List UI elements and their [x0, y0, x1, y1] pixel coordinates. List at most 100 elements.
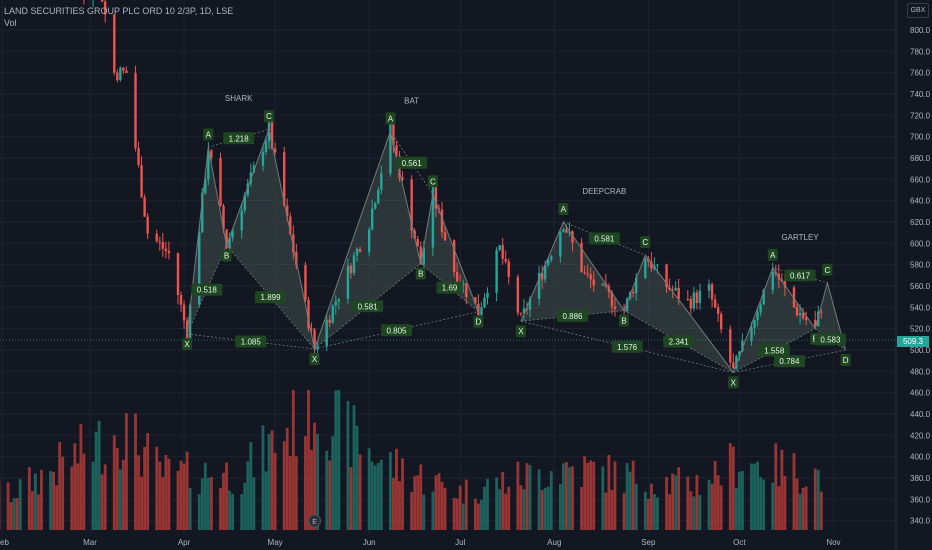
candle-body: [261, 152, 265, 166]
volume-bar: [434, 475, 438, 530]
pattern-point-label: A: [388, 114, 394, 123]
volume-bar: [334, 390, 338, 530]
volume-bar: [516, 461, 520, 530]
pattern-point-label: C: [266, 112, 272, 121]
pattern-point-marker: [385, 112, 396, 125]
volume-label[interactable]: Vol: [4, 18, 17, 28]
pattern-ratio-box: [255, 291, 287, 304]
volume-bar: [155, 446, 159, 530]
volume-bar: [15, 498, 19, 530]
candle-body: [571, 231, 574, 243]
pattern-point-label: X: [312, 355, 318, 364]
price-axis[interactable]: 800.0 780.0 760.0 740.0 720.0 700.0 680.0 660.0…: [910, 26, 931, 526]
candle-body: [264, 141, 268, 153]
candle-body: [601, 283, 605, 286]
volume-bar: [349, 467, 353, 530]
volume-bar: [455, 498, 459, 530]
pattern-ratio-box: [380, 324, 412, 337]
volume-bar: [307, 390, 310, 530]
price-tick-label: 740.0: [910, 90, 931, 99]
price-tick-label: 440.0: [910, 410, 931, 419]
candle-body: [201, 192, 204, 233]
volume-bar: [628, 471, 632, 530]
candle-body: [273, 148, 277, 153]
symbol-title[interactable]: LAND SECURITIES GROUP PLC ORD 10 2/3P, 1…: [4, 6, 234, 16]
earnings-events[interactable]: E: [308, 514, 322, 528]
price-tick-label: 640.0: [910, 197, 931, 206]
candle-body: [792, 287, 796, 307]
volume-bar: [419, 464, 423, 530]
pattern-ratio-label: 0.886: [562, 312, 583, 321]
volume-bar: [161, 477, 165, 530]
volume-bar: [646, 498, 650, 530]
volume-bar: [458, 485, 462, 530]
candle-body: [134, 73, 137, 149]
volume-bar: [219, 488, 222, 530]
pattern-ratio-box: [235, 335, 267, 348]
volume-bar: [18, 479, 22, 530]
candle-body: [219, 158, 222, 207]
volume-bar: [750, 463, 753, 530]
volume-bar: [461, 503, 465, 530]
candle-body: [334, 301, 337, 306]
volume-bar: [200, 478, 204, 530]
volume-bar: [728, 443, 732, 530]
volume-bar: [325, 450, 329, 530]
volume-bar: [282, 441, 286, 530]
pattern-point-label: X: [731, 378, 737, 387]
candle-body: [537, 272, 541, 299]
candle-body: [143, 197, 146, 217]
pattern-point-marker: [728, 376, 739, 389]
volume-bar: [713, 460, 717, 530]
candle-body: [677, 287, 680, 299]
earnings-event-marker[interactable]: [308, 514, 322, 528]
candle-body: [310, 328, 313, 330]
pattern-ratio-box: [396, 156, 428, 169]
candle-body: [410, 179, 413, 231]
volume-bar: [115, 448, 119, 530]
volume-bar: [79, 424, 83, 530]
candle-body: [434, 186, 438, 209]
volume-bar: [401, 458, 404, 530]
time-tick-label: Nov: [826, 538, 840, 547]
candle-body: [346, 265, 350, 299]
price-tick-label: 620.0: [910, 218, 931, 227]
candle-body: [525, 308, 529, 310]
volume-bar: [331, 436, 335, 530]
candle-body: [228, 237, 231, 249]
candle-body: [762, 289, 765, 305]
time-tick-label: Feb: [0, 538, 9, 547]
volume-bar: [252, 477, 256, 530]
volume-bar: [182, 463, 186, 530]
pattern-labels: X A B C D 1.218 0.518 1.899 1.085 SHARK X A B C D 0.561…: [182, 94, 851, 389]
pattern-ratio-box: [758, 344, 790, 357]
candle-body: [283, 152, 286, 206]
volume-bar: [91, 461, 95, 530]
volume-bar: [304, 436, 307, 530]
pattern-ratio-box: [352, 300, 384, 313]
pattern-ratio-box: [663, 335, 695, 348]
candle-body: [516, 276, 520, 313]
pattern-ratio-box: [814, 333, 846, 346]
volume-bar: [762, 479, 766, 530]
candle-body: [413, 230, 416, 239]
volume-bar: [94, 431, 98, 530]
candle-body: [231, 230, 234, 238]
candle-body: [113, 14, 116, 73]
candle-body: [635, 277, 638, 294]
candle-body: [650, 261, 653, 269]
volume-bar: [225, 462, 228, 530]
candle-body: [671, 289, 674, 291]
volume-bar: [164, 455, 168, 530]
currency-unit-button[interactable]: GBX: [907, 3, 929, 18]
time-axis[interactable]: Feb Mar Apr May Jun Jul Aug Sep Oct Nov: [0, 538, 841, 547]
candle-body: [519, 312, 523, 314]
pattern-point-label: D: [843, 356, 849, 365]
volume-bar: [389, 452, 392, 530]
volume-bar: [37, 494, 40, 530]
candle-body: [371, 208, 374, 230]
volume-bar: [741, 470, 744, 530]
volume-bar: [209, 476, 213, 530]
pattern-ratio-box: [436, 281, 463, 294]
